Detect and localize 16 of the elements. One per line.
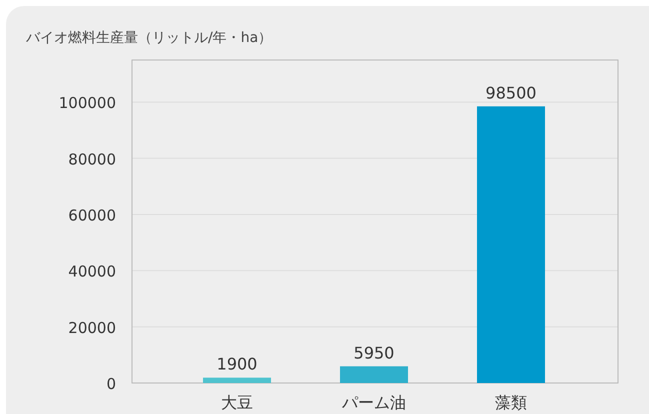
chart-title: バイオ燃料生産量（リットル/年・ha）: [25, 30, 272, 46]
data-label: 5950: [354, 343, 394, 362]
x-tick-label: パーム油: [341, 393, 406, 412]
y-tick-label: 20000: [68, 318, 116, 337]
data-label: 98500: [486, 83, 536, 102]
bar: [340, 366, 408, 383]
x-tick-label: 藻類: [495, 393, 527, 412]
bar: [203, 378, 271, 383]
y-tick-label: 40000: [68, 262, 116, 281]
y-tick-label: 0: [106, 375, 116, 393]
y-tick-label: 80000: [68, 150, 116, 168]
y-tick-label: 60000: [68, 206, 116, 224]
data-label: 1900: [216, 354, 258, 374]
bar: [477, 106, 545, 383]
x-tick-label: 大豆: [221, 393, 253, 412]
y-tick-label: 100000: [58, 94, 116, 112]
